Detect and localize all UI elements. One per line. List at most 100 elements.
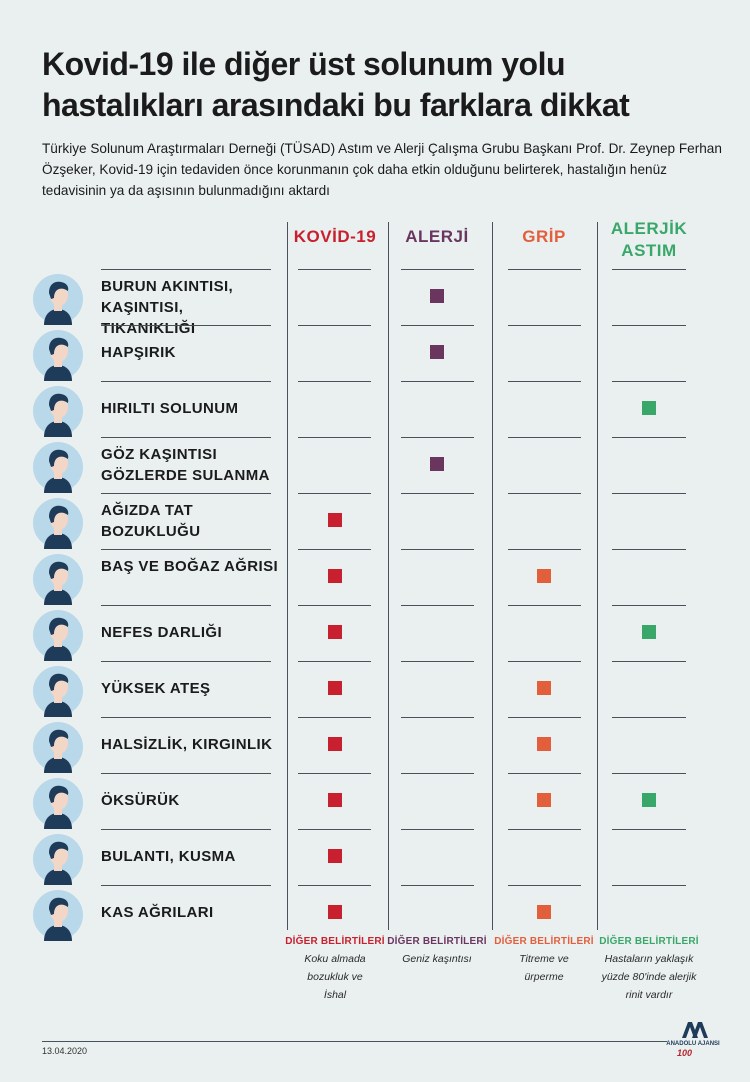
- symptom-label: HALSİZLİK, KIRGINLIK: [101, 736, 273, 753]
- column-header: ALERJİ: [405, 227, 469, 246]
- person-icon: [33, 274, 83, 325]
- cell-divider: [508, 605, 581, 606]
- person-icon: [33, 442, 83, 493]
- date-label: 13.04.2020: [42, 1046, 88, 1056]
- person-icon: [33, 498, 83, 549]
- cell-divider: [298, 829, 371, 830]
- other-symptoms-text: Geniz kaşıntısı: [402, 953, 472, 965]
- symptom-marker: [537, 793, 551, 807]
- cell-divider: [612, 325, 686, 326]
- other-symptoms-heading: DİĞER BELİRTİLERİ: [285, 936, 385, 947]
- cell-divider: [401, 773, 474, 774]
- row-divider: [101, 381, 271, 382]
- row-divider: [101, 549, 271, 550]
- cell-divider: [401, 885, 474, 886]
- title-line-2: hastalıkları arasındaki bu farklara dikk…: [42, 87, 630, 123]
- person-icon: [33, 554, 83, 605]
- symptom-marker: [642, 793, 656, 807]
- row-divider: [101, 605, 271, 606]
- title-line-1: Kovid-19 ile diğer üst solunum yolu: [42, 46, 566, 82]
- other-symptoms-heading: DİĞER BELİRTİLERİ: [599, 936, 699, 947]
- symptom-marker: [537, 737, 551, 751]
- cell-divider: [298, 437, 371, 438]
- cell-divider: [508, 717, 581, 718]
- row-divider: [101, 773, 271, 774]
- cell-divider: [298, 325, 371, 326]
- column-divider: [597, 222, 598, 930]
- cell-divider: [401, 717, 474, 718]
- cell-divider: [612, 269, 686, 270]
- symptom-marker: [537, 681, 551, 695]
- person-icon: [33, 722, 83, 773]
- cell-divider: [298, 549, 371, 550]
- cell-divider: [612, 381, 686, 382]
- cell-divider: [612, 717, 686, 718]
- person-icon: [33, 330, 83, 381]
- column-divider: [287, 222, 288, 930]
- cell-divider: [612, 605, 686, 606]
- cell-divider: [298, 381, 371, 382]
- cell-divider: [401, 325, 474, 326]
- symptom-marker: [328, 625, 342, 639]
- cell-divider: [508, 829, 581, 830]
- symptom-label: KAS AĞRILARI: [101, 904, 214, 921]
- cell-divider: [401, 437, 474, 438]
- other-symptoms-text: Titreme ve ürperme: [519, 953, 569, 983]
- column-divider: [388, 222, 389, 930]
- cell-divider: [612, 549, 686, 550]
- column-divider: [492, 222, 493, 930]
- cell-divider: [612, 493, 686, 494]
- cell-divider: [298, 717, 371, 718]
- page-title: Kovid-19 ile diğer üst solunum yolu hast…: [42, 44, 722, 126]
- row-divider: [101, 437, 271, 438]
- symptom-marker: [430, 457, 444, 471]
- intro-text: Türkiye Solunum Araştırmaları Derneği (T…: [42, 141, 722, 198]
- cell-divider: [401, 269, 474, 270]
- person-icon: [33, 778, 83, 829]
- cell-divider: [401, 605, 474, 606]
- cell-divider: [508, 437, 581, 438]
- symptom-marker: [328, 793, 342, 807]
- column-header: ALERJİK ASTIM: [610, 219, 688, 260]
- cell-divider: [401, 381, 474, 382]
- symptom-marker: [328, 681, 342, 695]
- symptom-label: ÖKSÜRÜK: [101, 792, 180, 809]
- symptom-marker: [537, 905, 551, 919]
- symptom-label: HAPŞIRIK: [101, 344, 176, 361]
- other-symptoms-text: Hastaların yaklaşık yüzde 80'inde alerji…: [601, 953, 697, 1001]
- symptom-marker: [328, 737, 342, 751]
- column-header: KOVİD-19: [293, 227, 377, 246]
- cell-divider: [612, 661, 686, 662]
- anadolu-logo: [682, 1022, 708, 1038]
- row-divider: [101, 885, 271, 886]
- person-icon: [33, 890, 83, 941]
- symptom-marker: [328, 849, 342, 863]
- cell-divider: [612, 885, 686, 886]
- row-divider: [101, 717, 271, 718]
- symptom-marker: [430, 345, 444, 359]
- symptom-marker: [642, 401, 656, 415]
- cell-divider: [508, 325, 581, 326]
- symptom-label: AĞIZDA TAT BOZUKLUĞU: [101, 502, 201, 540]
- symptom-marker: [642, 625, 656, 639]
- other-symptoms-heading: DİĞER BELİRTİLERİ: [494, 936, 594, 947]
- cell-divider: [298, 493, 371, 494]
- cell-divider: [298, 773, 371, 774]
- symptom-label: NEFES DARLIĞI: [101, 624, 223, 641]
- cell-divider: [401, 829, 474, 830]
- cell-divider: [612, 437, 686, 438]
- symptom-label: HIRILTI SOLUNUM: [101, 400, 239, 417]
- cell-divider: [508, 661, 581, 662]
- row-divider: [101, 325, 271, 326]
- person-icon: [33, 610, 83, 661]
- person-icon: [33, 386, 83, 437]
- symptom-marker: [328, 569, 342, 583]
- logo-text: ANADOLU AJANSI: [666, 1041, 720, 1047]
- symptom-marker: [430, 289, 444, 303]
- cell-divider: [401, 493, 474, 494]
- cell-divider: [401, 549, 474, 550]
- row-divider: [101, 661, 271, 662]
- symptom-label: BURUN AKINTISI, KAŞINTISI, TIKANIKLIĞI: [101, 278, 234, 337]
- column-header: GRİP: [522, 227, 566, 246]
- cell-divider: [612, 829, 686, 830]
